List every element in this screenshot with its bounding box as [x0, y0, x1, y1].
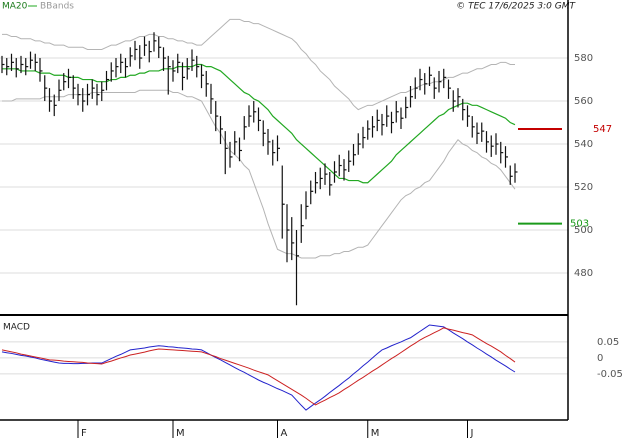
x-tick-label: A [281, 428, 288, 439]
y-tick-label: 480 [574, 268, 593, 279]
y-tick-label: 560 [574, 96, 593, 107]
bollinger-upper [2, 18, 515, 111]
x-tick-label: M [176, 428, 185, 439]
y-tick-label: 500 [574, 225, 593, 236]
level-label: 547 [593, 124, 612, 135]
y-tick-label: 540 [574, 139, 593, 150]
ma20-line [2, 63, 516, 184]
y-tick-label: 520 [574, 182, 593, 193]
y-tick-label: -0.05 [597, 369, 623, 380]
y-tick-label: 0 [597, 353, 603, 364]
y-tick-label: 0.05 [597, 337, 619, 348]
x-tick-label: M [371, 428, 380, 439]
y-tick-label: 580 [574, 53, 593, 64]
x-tick-label: F [81, 428, 87, 439]
legend-bands: BBands [40, 2, 74, 12]
x-tick-label: J [470, 428, 474, 439]
legend-ma: MA20 [2, 2, 28, 12]
macd-line [1, 324, 516, 411]
macd-title: MACD [3, 323, 30, 333]
copyright-note: © TEC 17/6/2025 3:0 GMT [456, 2, 576, 12]
level-label: 503 [570, 219, 589, 230]
macd-line [1, 327, 516, 406]
